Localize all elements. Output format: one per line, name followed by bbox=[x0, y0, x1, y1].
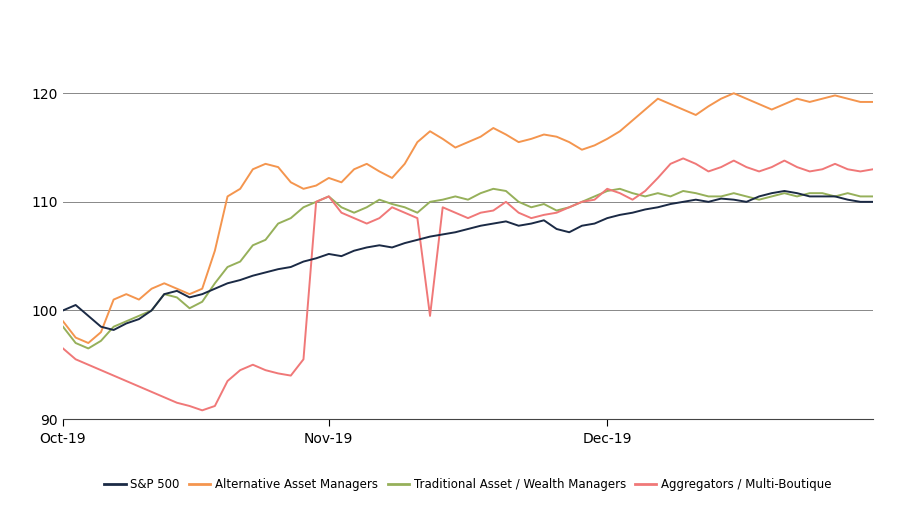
Legend: S&P 500, Alternative Asset Managers, Traditional Asset / Wealth Managers, Aggreg: S&P 500, Alternative Asset Managers, Tra… bbox=[100, 474, 836, 496]
Text: Investment Manager Performance by Sector - Q4 2019: Investment Manager Performance by Sector… bbox=[194, 21, 706, 40]
